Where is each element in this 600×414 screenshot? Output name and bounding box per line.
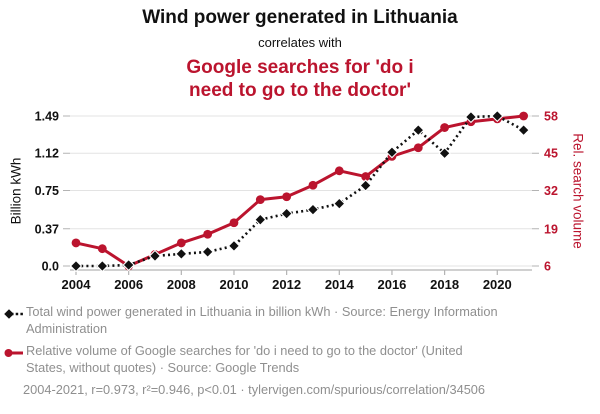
red-circle-solid-line-icon <box>4 349 23 357</box>
left-axis-tick-label: 1.49 <box>35 110 59 124</box>
right-axis-tick-label: 6 <box>544 260 551 274</box>
wind-point <box>438 147 451 160</box>
searches-point <box>255 195 265 205</box>
left-axis-title: Billion kWh <box>8 157 24 225</box>
stats-footer: 2004-2021, r=0.973, r²=0.946, p<0.01 · t… <box>23 382 486 397</box>
chart-subtitle-line2: need to go to the doctor' <box>189 80 411 101</box>
left-axis-tick-label: 0.37 <box>35 222 59 236</box>
chart-svg: 0.0 6 0.37 19 0.75 32 1.12 45 1.49 58 2004 2006 2008… <box>35 109 558 293</box>
wind-point <box>227 239 241 253</box>
wind-point <box>96 259 109 273</box>
wind-point <box>254 213 267 226</box>
legend: Total wind power generated in Lithuania … <box>4 304 579 398</box>
right-axis-tick-label: 19 <box>544 222 558 236</box>
wind-point <box>333 197 346 210</box>
wind-point <box>280 207 293 220</box>
wind-point <box>464 110 478 124</box>
x-axis-tick-label: 2006 <box>114 277 143 292</box>
wind-point <box>491 109 504 123</box>
wind-point <box>69 259 83 273</box>
chart-subtitle-line1: Google searches for 'do i <box>186 57 414 78</box>
x-axis-tick-label: 2020 <box>483 277 512 292</box>
searches-point <box>308 180 318 190</box>
searches-point <box>229 218 239 228</box>
chart-subtitle-red: Google searches for 'do i need to go to … <box>0 56 600 102</box>
chart-header: Wind power generated in Lithuania correl… <box>0 0 600 102</box>
right-axis-title: Rel. search volume <box>570 133 586 249</box>
wind-point <box>517 123 530 137</box>
right-axis-tick-label: 32 <box>544 184 558 198</box>
x-axis-tick-label: 2004 <box>62 277 92 292</box>
right-axis-tick-label: 45 <box>544 147 558 161</box>
searches-line <box>75 114 524 268</box>
chart-title: Wind power generated in Lithuania <box>142 7 458 28</box>
x-axis-tick-label: 2010 <box>220 277 249 292</box>
x-axis-tick-label: 2016 <box>377 277 406 292</box>
wind-point <box>306 203 320 216</box>
wind-point <box>412 123 425 137</box>
legend-label-searches: Relative volume of Google searches for '… <box>26 343 463 375</box>
black-diamond-dotted-line-icon <box>4 309 24 319</box>
plot-area: 0.0 6 0.37 19 0.75 32 1.12 45 1.49 58 2004 2006 2008… <box>8 109 586 293</box>
wind-point <box>122 258 135 272</box>
right-axis-tick-label: 58 <box>544 110 558 124</box>
searches-point <box>519 111 529 121</box>
wind-point <box>148 249 162 263</box>
left-axis-tick-label: 1.12 <box>35 147 59 161</box>
x-axis-tick-label: 2008 <box>167 277 196 292</box>
searches-point <box>203 229 213 239</box>
legend-item-searches: Relative volume of Google searches for '… <box>4 343 579 376</box>
searches-point <box>97 244 107 254</box>
left-axis-tick-label: 0.0 <box>42 260 59 274</box>
chart-connector-text: correlates with <box>258 35 342 50</box>
legend-label-wind: Total wind power generated in Lithuania … <box>26 304 498 336</box>
x-axis-tick-label: 2018 <box>430 277 459 292</box>
x-axis-tick-label: 2014 <box>325 277 355 292</box>
searches-point <box>282 192 292 202</box>
searches-point <box>176 238 186 248</box>
wind-point <box>359 179 372 192</box>
wind-point <box>385 146 399 159</box>
searches-point <box>413 143 423 153</box>
searches-point <box>440 123 450 132</box>
wind-point <box>175 247 188 261</box>
wind-point <box>201 245 214 259</box>
searches-point <box>334 166 344 176</box>
x-axis-tick-label: 2012 <box>272 277 301 292</box>
left-axis-tick-label: 0.75 <box>35 184 59 198</box>
searches-point <box>361 172 371 181</box>
searches-point <box>71 238 81 248</box>
legend-item-wind: Total wind power generated in Lithuania … <box>4 304 579 337</box>
